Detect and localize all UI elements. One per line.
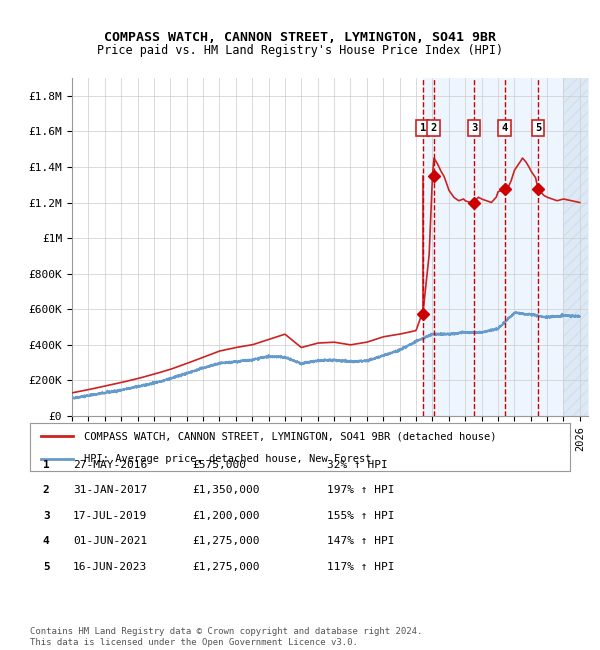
Text: 01-JUN-2021: 01-JUN-2021 bbox=[73, 536, 148, 547]
Text: 1: 1 bbox=[43, 460, 50, 469]
Text: Price paid vs. HM Land Registry's House Price Index (HPI): Price paid vs. HM Land Registry's House … bbox=[97, 44, 503, 57]
Text: 4: 4 bbox=[502, 123, 508, 133]
Text: £575,000: £575,000 bbox=[192, 460, 246, 469]
Text: 3: 3 bbox=[471, 123, 477, 133]
Text: 2: 2 bbox=[431, 123, 437, 133]
FancyBboxPatch shape bbox=[30, 538, 60, 558]
Text: £1,275,000: £1,275,000 bbox=[192, 536, 260, 547]
Text: 3: 3 bbox=[43, 511, 50, 521]
FancyBboxPatch shape bbox=[30, 486, 60, 506]
Text: 17-JUL-2019: 17-JUL-2019 bbox=[73, 511, 148, 521]
Text: 32% ↑ HPI: 32% ↑ HPI bbox=[327, 460, 388, 469]
Text: 16-JUN-2023: 16-JUN-2023 bbox=[73, 562, 148, 572]
Text: 197% ↑ HPI: 197% ↑ HPI bbox=[327, 485, 395, 495]
FancyBboxPatch shape bbox=[30, 563, 60, 584]
Text: 155% ↑ HPI: 155% ↑ HPI bbox=[327, 511, 395, 521]
FancyBboxPatch shape bbox=[30, 588, 60, 609]
Text: Contains HM Land Registry data © Crown copyright and database right 2024.
This d: Contains HM Land Registry data © Crown c… bbox=[30, 627, 422, 647]
Text: 2: 2 bbox=[43, 485, 50, 495]
Text: 147% ↑ HPI: 147% ↑ HPI bbox=[327, 536, 395, 547]
Text: COMPASS WATCH, CANNON STREET, LYMINGTON, SO41 9BR: COMPASS WATCH, CANNON STREET, LYMINGTON,… bbox=[104, 31, 496, 44]
Text: 1: 1 bbox=[419, 123, 426, 133]
FancyBboxPatch shape bbox=[30, 512, 60, 532]
Text: 117% ↑ HPI: 117% ↑ HPI bbox=[327, 562, 395, 572]
Text: £1,350,000: £1,350,000 bbox=[192, 485, 260, 495]
Text: 5: 5 bbox=[535, 123, 541, 133]
Text: 27-MAY-2016: 27-MAY-2016 bbox=[73, 460, 148, 469]
Text: COMPASS WATCH, CANNON STREET, LYMINGTON, SO41 9BR (detached house): COMPASS WATCH, CANNON STREET, LYMINGTON,… bbox=[84, 431, 497, 441]
Text: 31-JAN-2017: 31-JAN-2017 bbox=[73, 485, 148, 495]
Text: HPI: Average price, detached house, New Forest: HPI: Average price, detached house, New … bbox=[84, 454, 371, 464]
Text: 5: 5 bbox=[43, 562, 50, 572]
Text: £1,275,000: £1,275,000 bbox=[192, 562, 260, 572]
Text: 4: 4 bbox=[43, 536, 50, 547]
Text: £1,200,000: £1,200,000 bbox=[192, 511, 260, 521]
